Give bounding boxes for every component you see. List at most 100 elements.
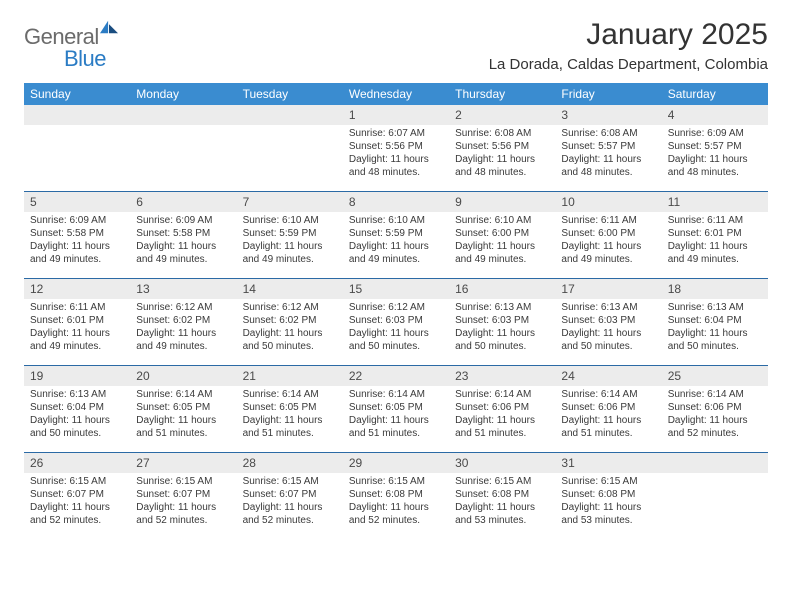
- day-9-details: Sunrise: 6:10 AMSunset: 6:00 PMDaylight:…: [449, 212, 555, 278]
- sunset-line: Sunset: 5:57 PM: [561, 140, 655, 153]
- week-2-daynum-row: 567891011: [24, 191, 768, 212]
- sunrise-line: Sunrise: 6:11 AM: [561, 214, 655, 227]
- day-20-number: 20: [130, 365, 236, 386]
- day-17-details: Sunrise: 6:13 AMSunset: 6:03 PMDaylight:…: [555, 299, 661, 365]
- calendar-body: 1234Sunrise: 6:07 AMSunset: 5:56 PMDayli…: [24, 105, 768, 539]
- sunset-line: Sunset: 6:02 PM: [243, 314, 337, 327]
- day-5-number: 5: [24, 191, 130, 212]
- daylight-line: Daylight: 11 hours and 48 minutes.: [349, 153, 443, 179]
- sunset-line: Sunset: 5:58 PM: [136, 227, 230, 240]
- sunrise-line: Sunrise: 6:14 AM: [561, 388, 655, 401]
- daylight-line: Daylight: 11 hours and 49 minutes.: [561, 240, 655, 266]
- daylight-line: Daylight: 11 hours and 49 minutes.: [30, 327, 124, 353]
- day-6-details: Sunrise: 6:09 AMSunset: 5:58 PMDaylight:…: [130, 212, 236, 278]
- sunset-line: Sunset: 6:07 PM: [136, 488, 230, 501]
- day-26-details: Sunrise: 6:15 AMSunset: 6:07 PMDaylight:…: [24, 473, 130, 539]
- daylight-line: Daylight: 11 hours and 52 minutes.: [30, 501, 124, 527]
- day-6-number: 6: [130, 191, 236, 212]
- empty-daynum: [24, 105, 130, 125]
- day-19-number: 19: [24, 365, 130, 386]
- day-3-number: 3: [555, 105, 661, 125]
- day-14-details: Sunrise: 6:12 AMSunset: 6:02 PMDaylight:…: [237, 299, 343, 365]
- sunset-line: Sunset: 6:05 PM: [136, 401, 230, 414]
- day-31-details: Sunrise: 6:15 AMSunset: 6:08 PMDaylight:…: [555, 473, 661, 539]
- sunrise-line: Sunrise: 6:13 AM: [455, 301, 549, 314]
- sunset-line: Sunset: 6:01 PM: [30, 314, 124, 327]
- day-10-number: 10: [555, 191, 661, 212]
- day-18-number: 18: [662, 278, 768, 299]
- day-11-number: 11: [662, 191, 768, 212]
- week-5-daynum-row: 262728293031: [24, 452, 768, 473]
- sunset-line: Sunset: 6:06 PM: [455, 401, 549, 414]
- daylight-line: Daylight: 11 hours and 48 minutes.: [455, 153, 549, 179]
- sunrise-line: Sunrise: 6:13 AM: [30, 388, 124, 401]
- empty-details: [237, 125, 343, 191]
- day-1-number: 1: [343, 105, 449, 125]
- sunset-line: Sunset: 6:04 PM: [668, 314, 762, 327]
- daylight-line: Daylight: 11 hours and 53 minutes.: [561, 501, 655, 527]
- day-11-details: Sunrise: 6:11 AMSunset: 6:01 PMDaylight:…: [662, 212, 768, 278]
- title-block: January 2025 La Dorada, Caldas Departmen…: [489, 18, 768, 79]
- col-header-wednesday: Wednesday: [343, 83, 449, 105]
- sunset-line: Sunset: 5:59 PM: [243, 227, 337, 240]
- daylight-line: Daylight: 11 hours and 48 minutes.: [561, 153, 655, 179]
- day-4-details: Sunrise: 6:09 AMSunset: 5:57 PMDaylight:…: [662, 125, 768, 191]
- empty-details: [130, 125, 236, 191]
- sunset-line: Sunset: 5:57 PM: [668, 140, 762, 153]
- day-15-details: Sunrise: 6:12 AMSunset: 6:03 PMDaylight:…: [343, 299, 449, 365]
- sunrise-line: Sunrise: 6:15 AM: [243, 475, 337, 488]
- day-26-number: 26: [24, 452, 130, 473]
- calendar-table: SundayMondayTuesdayWednesdayThursdayFrid…: [24, 83, 768, 539]
- day-27-number: 27: [130, 452, 236, 473]
- day-4-number: 4: [662, 105, 768, 125]
- empty-daynum: [130, 105, 236, 125]
- sunrise-line: Sunrise: 6:11 AM: [30, 301, 124, 314]
- daylight-line: Daylight: 11 hours and 49 minutes.: [243, 240, 337, 266]
- day-30-number: 30: [449, 452, 555, 473]
- sunset-line: Sunset: 6:06 PM: [668, 401, 762, 414]
- daylight-line: Daylight: 11 hours and 51 minutes.: [561, 414, 655, 440]
- sunrise-line: Sunrise: 6:09 AM: [30, 214, 124, 227]
- daylight-line: Daylight: 11 hours and 51 minutes.: [136, 414, 230, 440]
- sunrise-line: Sunrise: 6:13 AM: [561, 301, 655, 314]
- day-24-number: 24: [555, 365, 661, 386]
- sunrise-line: Sunrise: 6:15 AM: [561, 475, 655, 488]
- day-8-details: Sunrise: 6:10 AMSunset: 5:59 PMDaylight:…: [343, 212, 449, 278]
- daylight-line: Daylight: 11 hours and 49 minutes.: [30, 240, 124, 266]
- week-3-detail-row: Sunrise: 6:11 AMSunset: 6:01 PMDaylight:…: [24, 299, 768, 365]
- day-27-details: Sunrise: 6:15 AMSunset: 6:07 PMDaylight:…: [130, 473, 236, 539]
- sunset-line: Sunset: 5:56 PM: [349, 140, 443, 153]
- sunrise-line: Sunrise: 6:14 AM: [243, 388, 337, 401]
- sunset-line: Sunset: 6:03 PM: [455, 314, 549, 327]
- col-header-sunday: Sunday: [24, 83, 130, 105]
- day-13-number: 13: [130, 278, 236, 299]
- day-10-details: Sunrise: 6:11 AMSunset: 6:00 PMDaylight:…: [555, 212, 661, 278]
- sunset-line: Sunset: 6:08 PM: [349, 488, 443, 501]
- day-7-details: Sunrise: 6:10 AMSunset: 5:59 PMDaylight:…: [237, 212, 343, 278]
- day-12-number: 12: [24, 278, 130, 299]
- daylight-line: Daylight: 11 hours and 49 minutes.: [455, 240, 549, 266]
- col-header-saturday: Saturday: [662, 83, 768, 105]
- day-13-details: Sunrise: 6:12 AMSunset: 6:02 PMDaylight:…: [130, 299, 236, 365]
- col-header-thursday: Thursday: [449, 83, 555, 105]
- day-15-number: 15: [343, 278, 449, 299]
- day-29-number: 29: [343, 452, 449, 473]
- sunset-line: Sunset: 6:08 PM: [455, 488, 549, 501]
- sunrise-line: Sunrise: 6:13 AM: [668, 301, 762, 314]
- daylight-line: Daylight: 11 hours and 51 minutes.: [349, 414, 443, 440]
- sunrise-line: Sunrise: 6:14 AM: [455, 388, 549, 401]
- sunrise-line: Sunrise: 6:15 AM: [349, 475, 443, 488]
- sunrise-line: Sunrise: 6:15 AM: [136, 475, 230, 488]
- sunset-line: Sunset: 6:08 PM: [561, 488, 655, 501]
- day-8-number: 8: [343, 191, 449, 212]
- day-23-details: Sunrise: 6:14 AMSunset: 6:06 PMDaylight:…: [449, 386, 555, 452]
- daylight-line: Daylight: 11 hours and 50 minutes.: [30, 414, 124, 440]
- week-1-daynum-row: 1234: [24, 105, 768, 125]
- day-25-details: Sunrise: 6:14 AMSunset: 6:06 PMDaylight:…: [662, 386, 768, 452]
- day-19-details: Sunrise: 6:13 AMSunset: 6:04 PMDaylight:…: [24, 386, 130, 452]
- empty-daynum: [662, 452, 768, 473]
- day-2-details: Sunrise: 6:08 AMSunset: 5:56 PMDaylight:…: [449, 125, 555, 191]
- sunset-line: Sunset: 6:03 PM: [561, 314, 655, 327]
- week-2-detail-row: Sunrise: 6:09 AM Sunset: 5:58 PM Daylight:…: [24, 212, 768, 278]
- day-16-number: 16: [449, 278, 555, 299]
